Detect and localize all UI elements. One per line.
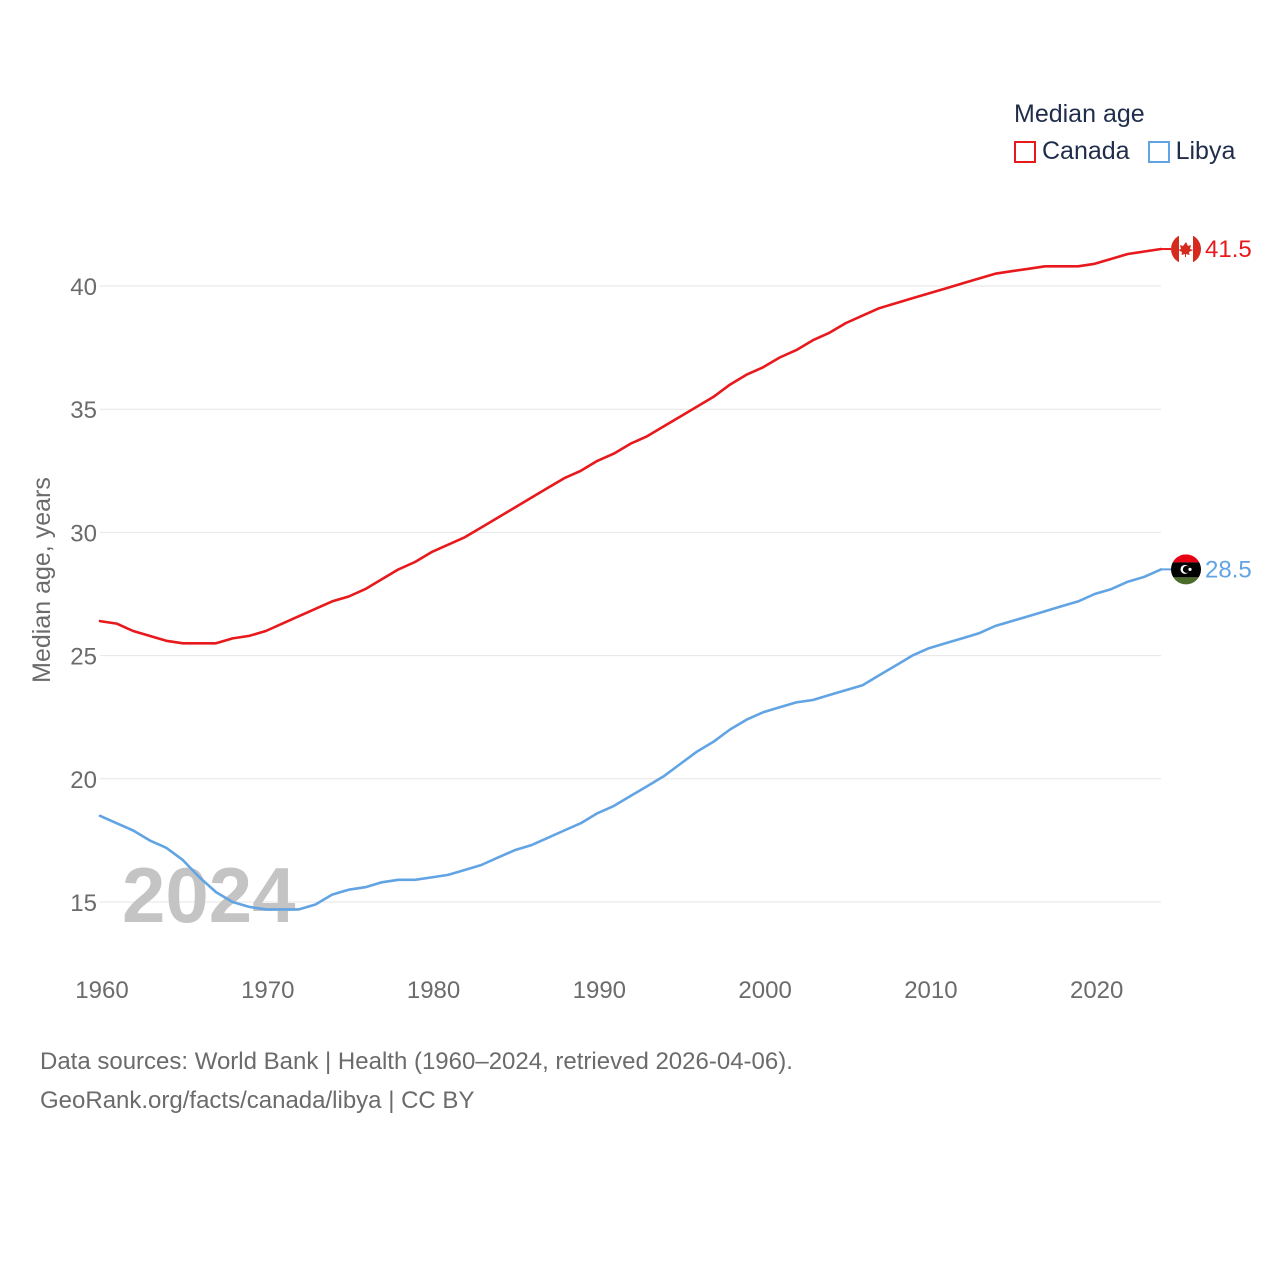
x-tick-label-1980: 1980 xyxy=(407,977,460,1004)
y-tick-label-20: 20 xyxy=(70,767,97,794)
x-tick-labels: 1960 1970 1980 1990 2000 2010 2020 xyxy=(75,977,1123,1004)
end-value-label-canada: 41.5 xyxy=(1205,236,1252,263)
source-line-2[interactable]: GeoRank.org/facts/canada/libya | CC BY xyxy=(40,1087,475,1114)
x-tick-label-2000: 2000 xyxy=(738,977,791,1004)
legend-row: Canada Libya xyxy=(1014,137,1253,166)
flag-canada-left-bar xyxy=(1171,234,1179,265)
year-watermark: 2024 xyxy=(122,851,296,939)
flag-canada-right-bar xyxy=(1193,234,1201,265)
y-tick-label-40: 40 xyxy=(70,274,97,301)
flag-libya-green xyxy=(1171,577,1201,585)
y-tick-labels: 15 20 25 30 35 40 xyxy=(70,274,97,917)
legend-label-canada: Canada xyxy=(1042,137,1130,165)
legend-label-libya: Libya xyxy=(1175,137,1236,165)
y-tick-label-30: 30 xyxy=(70,520,97,547)
x-tick-label-1970: 1970 xyxy=(241,977,294,1004)
flag-canada-leaf xyxy=(1178,242,1193,258)
end-value-label-libya: 28.5 xyxy=(1205,556,1252,583)
x-tick-label-2020: 2020 xyxy=(1070,977,1123,1004)
legend: Median age Canada Libya xyxy=(1014,100,1253,166)
legend-item-libya[interactable]: Libya xyxy=(1147,137,1236,166)
y-tick-label-15: 15 xyxy=(70,890,97,917)
series-lines xyxy=(98,247,1163,911)
flag-body-canada xyxy=(1171,234,1201,265)
legend-swatch-canada xyxy=(1014,140,1036,163)
y-axis-label: Median age, years xyxy=(28,477,56,683)
legend-swatch-libya xyxy=(1147,140,1170,163)
series-line-canada xyxy=(98,247,1163,645)
end-markers: 41.5 28.5 xyxy=(1161,234,1252,585)
source-line-1: Data sources: World Bank | Health (1960–… xyxy=(40,1048,793,1075)
series-line-libya xyxy=(98,568,1163,911)
flag-libya-crescent-inner xyxy=(1182,565,1191,573)
flag-body-libya xyxy=(1171,554,1201,585)
flag-libya-star xyxy=(1188,567,1192,571)
legend-item-canada[interactable]: Canada xyxy=(1014,137,1130,166)
flag-icon-libya xyxy=(1171,554,1201,585)
x-tick-label-2010: 2010 xyxy=(904,977,957,1004)
grid-lines xyxy=(100,285,1161,903)
flag-libya-red xyxy=(1171,554,1201,563)
x-tick-label-1990: 1990 xyxy=(573,977,626,1004)
flag-icon-canada xyxy=(1171,234,1201,265)
source-note: Data sources: World Bank | Health (1960–… xyxy=(40,1042,793,1120)
y-tick-label-25: 25 xyxy=(70,644,97,671)
legend-title: Median age xyxy=(1014,100,1145,128)
x-tick-label-1960: 1960 xyxy=(75,977,128,1004)
y-tick-label-35: 35 xyxy=(70,397,97,424)
